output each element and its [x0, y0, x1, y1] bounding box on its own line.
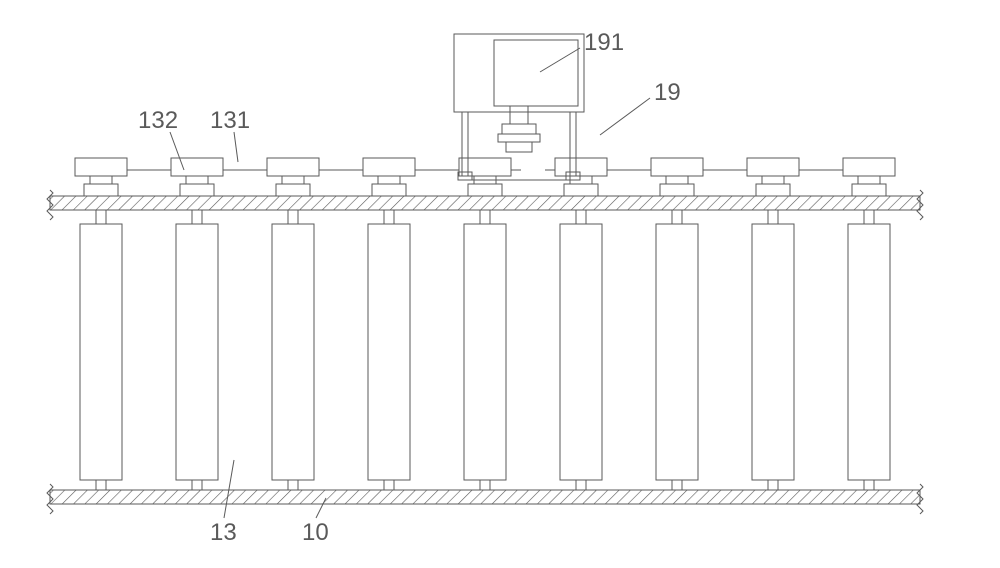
label-13: 13 [210, 519, 237, 546]
label-132: 132 [138, 107, 178, 134]
label-10: 10 [302, 519, 329, 546]
label-19: 19 [654, 79, 681, 106]
label-131: 131 [210, 107, 250, 134]
label-191: 191 [584, 29, 624, 56]
